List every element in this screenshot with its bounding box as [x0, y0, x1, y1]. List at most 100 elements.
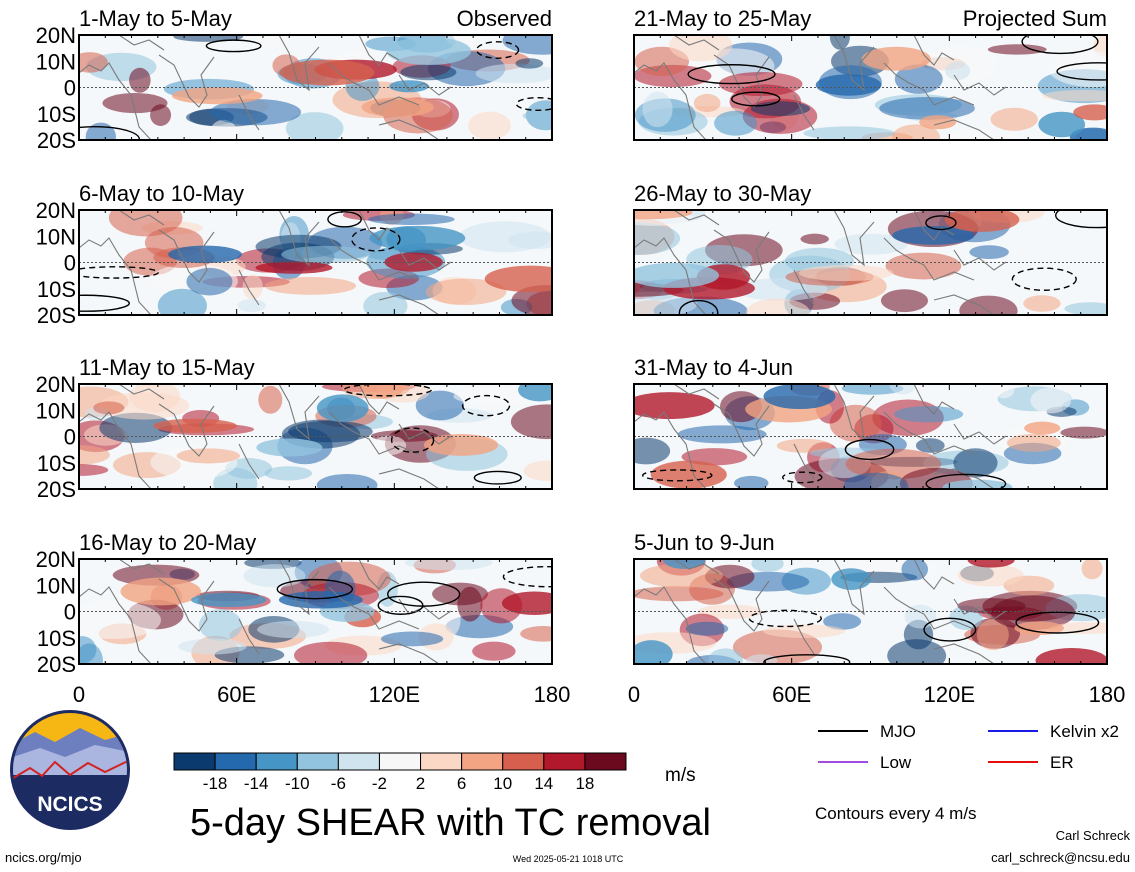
anomaly-blob: [502, 35, 552, 55]
ncics-logo: NCICS: [10, 710, 130, 830]
footer-author: Carl Schreck: [1056, 828, 1131, 843]
coastline: [634, 237, 707, 315]
anomaly-blob: [841, 384, 904, 395]
coastline: [378, 468, 440, 489]
y-tick-label: 10S: [37, 451, 76, 476]
anomaly-core: [1024, 421, 1061, 435]
anomaly-blob: [102, 93, 168, 114]
coastline: [833, 384, 875, 441]
anomaly-core: [650, 460, 727, 489]
footer-site: ncics.org/mjo: [5, 850, 82, 865]
coastline: [713, 403, 770, 457]
anomaly-blob: [294, 641, 368, 664]
coastline: [833, 210, 875, 267]
anomaly-blob: [959, 295, 1018, 315]
colorbar-swatch: [337, 752, 380, 771]
y-tick-label: 10N: [36, 398, 76, 423]
anomaly-blob: [367, 213, 455, 225]
anomaly-blob: [901, 559, 929, 581]
anomaly-blob: [915, 438, 945, 453]
colorbar-label: -14: [244, 774, 269, 793]
coastline: [238, 269, 260, 306]
y-tick-label: 10N: [36, 224, 76, 249]
anomaly-blob: [243, 564, 306, 588]
mjo-contour: [473, 470, 522, 485]
anomaly-core: [892, 226, 975, 245]
anomaly-blob: [634, 437, 671, 465]
anomaly-blob: [714, 110, 758, 136]
coastline: [158, 403, 215, 457]
x-tick-label: 120E: [924, 682, 975, 707]
coastline: [238, 618, 260, 655]
anomaly-blob: [264, 466, 313, 481]
anomaly-blob: [93, 401, 125, 415]
mjo-contour: [923, 617, 977, 642]
colorbar-label: 10: [493, 774, 512, 793]
anomaly-blob: [957, 564, 1024, 587]
anomaly-blob: [98, 392, 190, 420]
mjo-contour: [678, 299, 719, 315]
anomaly-blob: [990, 107, 1038, 131]
coastline: [883, 586, 975, 630]
colorbar-label: -6: [331, 774, 346, 793]
anomaly-blob: [751, 559, 784, 573]
panel-6: 26-May to 30-May: [633, 181, 1108, 316]
mjo-contour: [475, 41, 520, 59]
legend: MJO Kelvin x2 Low ER: [818, 722, 1119, 772]
coastline: [933, 643, 995, 664]
anomaly-core: [967, 559, 1015, 568]
anomaly-blob: [885, 252, 962, 280]
anomaly-core: [120, 577, 202, 606]
anomaly-blob: [264, 277, 357, 295]
anomaly-blob: [887, 639, 947, 664]
coastline: [883, 411, 975, 455]
coastline: [158, 578, 215, 632]
anomaly-blob: [515, 58, 544, 69]
colorbar-label: -10: [285, 774, 310, 793]
anomaly-core: [389, 80, 429, 93]
x-tick-label: 0: [73, 682, 85, 707]
anomaly-blob: [1023, 295, 1061, 312]
mjo-contour: [390, 427, 435, 453]
anomaly-core: [634, 392, 715, 420]
anomaly-blob: [708, 648, 743, 664]
anomaly-blob: [400, 64, 457, 81]
mjo-contour: [1056, 62, 1107, 81]
anomaly-blob: [472, 641, 516, 661]
anomaly-blob: [257, 620, 330, 639]
anomaly-blob: [969, 245, 1009, 260]
anomaly-blob: [380, 631, 444, 647]
y-tick-label: 20N: [36, 372, 76, 397]
anomaly-blob: [1006, 433, 1061, 452]
panel-period-label: 11-May to 15-May: [79, 355, 255, 380]
anomaly-blob: [1042, 90, 1107, 102]
coastline: [634, 62, 707, 140]
anomaly-blob: [829, 35, 850, 50]
mjo-contour: [377, 595, 424, 615]
anomaly-blob: [207, 119, 240, 140]
coastline: [278, 384, 320, 441]
anomaly-blob: [776, 438, 832, 453]
anomaly-blob: [511, 284, 552, 315]
panel-period-label: 6-May to 10-May: [79, 181, 244, 206]
colorbar-label: 6: [457, 774, 466, 793]
anomaly-blob: [363, 291, 408, 315]
anomaly-blob: [510, 404, 552, 440]
anomaly-blob: [693, 93, 721, 113]
anomaly-blob: [79, 643, 103, 664]
coastline: [358, 384, 400, 415]
coastline: [913, 559, 955, 590]
anomaly-core: [279, 59, 375, 86]
anomaly-blob: [677, 425, 767, 444]
anomaly-core: [1035, 648, 1107, 664]
column-label: Projected Sum: [963, 6, 1107, 31]
legend-label: ER: [1050, 753, 1074, 772]
coastline: [118, 384, 165, 400]
y-tick-label: 20N: [36, 547, 76, 572]
x-tick-label: 180: [1089, 682, 1126, 707]
x-tick-label: 180: [534, 682, 571, 707]
anomaly-blob: [746, 298, 810, 315]
anomaly-blob: [879, 97, 975, 120]
anomaly-core: [171, 87, 263, 105]
mjo-contour: [343, 384, 432, 397]
